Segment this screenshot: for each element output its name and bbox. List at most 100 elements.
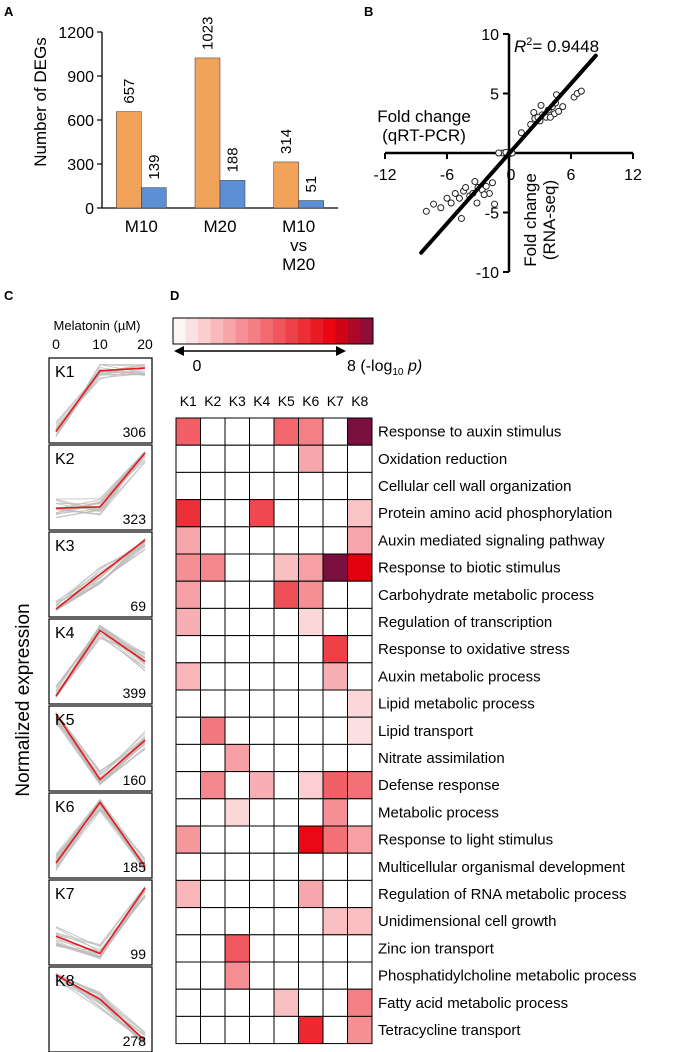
cluster-panel-k2: K2 323 (48, 444, 153, 531)
heatmap-cell (298, 471, 324, 501)
heatmap-column-label: K1 (180, 393, 197, 409)
heatmap-cell (347, 988, 373, 1017)
scatter-point (422, 207, 430, 215)
panel-c-cluster-profiles: Melatonin (µM) Normalized expression 0 10… (13, 318, 153, 1052)
heatmap-row-label: Tetracycline transport (378, 1022, 521, 1039)
cluster-name: K5 (55, 712, 75, 729)
heatmap-column-label: K4 (253, 393, 270, 409)
color-scale-segment (285, 318, 299, 344)
cluster-name: K4 (55, 625, 75, 642)
heatmap-cell (298, 635, 324, 664)
heatmap-cell (175, 499, 201, 528)
arrow-right-head (336, 346, 346, 356)
heatmap-cell (322, 907, 348, 936)
heatmap-cell (298, 879, 324, 909)
heatmap-cell (322, 852, 348, 881)
panel-a-ytick-label: 0 (85, 201, 94, 218)
heatmap-cell (175, 879, 201, 909)
gene-profile-line (55, 979, 146, 1044)
cluster-mean-line (55, 452, 146, 509)
heatmap-cell (249, 553, 275, 582)
heatmap-cell (322, 635, 348, 664)
heatmap-column-label: K7 (327, 393, 344, 409)
panel-c-xtick-label: 0 (52, 336, 60, 352)
bar-down-2 (219, 180, 246, 209)
bar-value-label: 188 (225, 147, 242, 172)
heatmap-cell (249, 580, 275, 609)
panel-b-xtick-label: -6 (440, 167, 454, 184)
cluster-name: K1 (55, 364, 75, 381)
heatmap-cell (200, 716, 226, 745)
gene-profile-line (55, 810, 146, 870)
cluster-mean-line (55, 629, 146, 697)
heatmap-row-label: Nitrate assimilation (378, 750, 505, 767)
color-scale-segment (298, 318, 311, 344)
bar-up-2 (194, 57, 221, 209)
panel-label-d: D (170, 288, 179, 303)
color-scale-segment (260, 318, 274, 344)
heatmap-cell (273, 1015, 299, 1045)
bar-value-label: 314 (278, 129, 295, 154)
heatmap-cell (249, 499, 275, 528)
heatmap-cell (249, 743, 275, 773)
heatmap-row-label: Response to auxin stimulus (378, 424, 561, 441)
cluster-name: K7 (55, 886, 75, 903)
heatmap-cell (200, 635, 226, 664)
panel-a-ytick-label: 600 (67, 113, 94, 130)
cluster-gene-count: 185 (123, 859, 147, 875)
panel-b-fit-line (419, 53, 598, 255)
heatmap-cell (175, 934, 201, 963)
heatmap-row-label: Zinc ion transport (378, 940, 495, 957)
heatmap-cell (175, 417, 201, 446)
gene-profile-line (55, 973, 146, 1033)
scatter-point (482, 182, 490, 190)
cluster-name: K2 (55, 451, 75, 468)
heatmap-cell (347, 1015, 373, 1045)
heatmap-cell (298, 662, 324, 691)
heatmap-cell (175, 907, 201, 936)
heatmap-cell (298, 825, 324, 854)
cluster-mean-line (55, 974, 146, 1042)
heatmap-cell (298, 1015, 324, 1045)
heatmap-cell (347, 852, 373, 881)
gene-profile-line (55, 720, 146, 773)
color-scale-segment (248, 318, 261, 344)
heatmap-cell (224, 961, 250, 990)
scatter-point (443, 194, 451, 202)
cluster-gene-count: 160 (123, 772, 147, 788)
heatmap-cell (200, 961, 226, 990)
scatter-point (488, 179, 496, 187)
heatmap-cell (322, 798, 348, 827)
heatmap-cell (249, 907, 275, 936)
arrow-left-head (174, 346, 184, 356)
cluster-name: K6 (55, 799, 75, 816)
gene-profile-line (55, 370, 146, 427)
bar-up-1 (116, 111, 142, 209)
heatmap-cell (273, 444, 299, 473)
heatmap-cell (224, 1015, 250, 1045)
heatmap-cell (322, 689, 348, 718)
heatmap-cell (347, 499, 373, 528)
heatmap-column-label: K6 (302, 393, 319, 409)
heatmap-cell (175, 961, 201, 990)
panel-a-category-label: M20 (282, 255, 315, 274)
heatmap-cell (273, 988, 299, 1017)
heatmap-cell (200, 689, 226, 718)
scatter-point (451, 189, 459, 197)
color-scale-segment (310, 318, 324, 344)
heatmap-cell (273, 771, 299, 800)
scatter-point (462, 184, 470, 192)
heatmap-cell (347, 471, 373, 501)
gene-profile-line (55, 897, 146, 951)
heatmap-column-label: K3 (229, 393, 246, 409)
heatmap-cell (273, 825, 299, 854)
heatmap-cell (273, 635, 299, 664)
heatmap-cell (322, 825, 348, 854)
heatmap-cell (224, 907, 250, 936)
heatmap-cell (200, 553, 226, 582)
bar-value-label: 139 (146, 155, 163, 180)
heatmap-column-label: K8 (351, 393, 368, 409)
cluster-panel-k3: K3 69 (48, 531, 153, 618)
heatmap-cell (347, 934, 373, 963)
heatmap-cell (298, 553, 324, 582)
